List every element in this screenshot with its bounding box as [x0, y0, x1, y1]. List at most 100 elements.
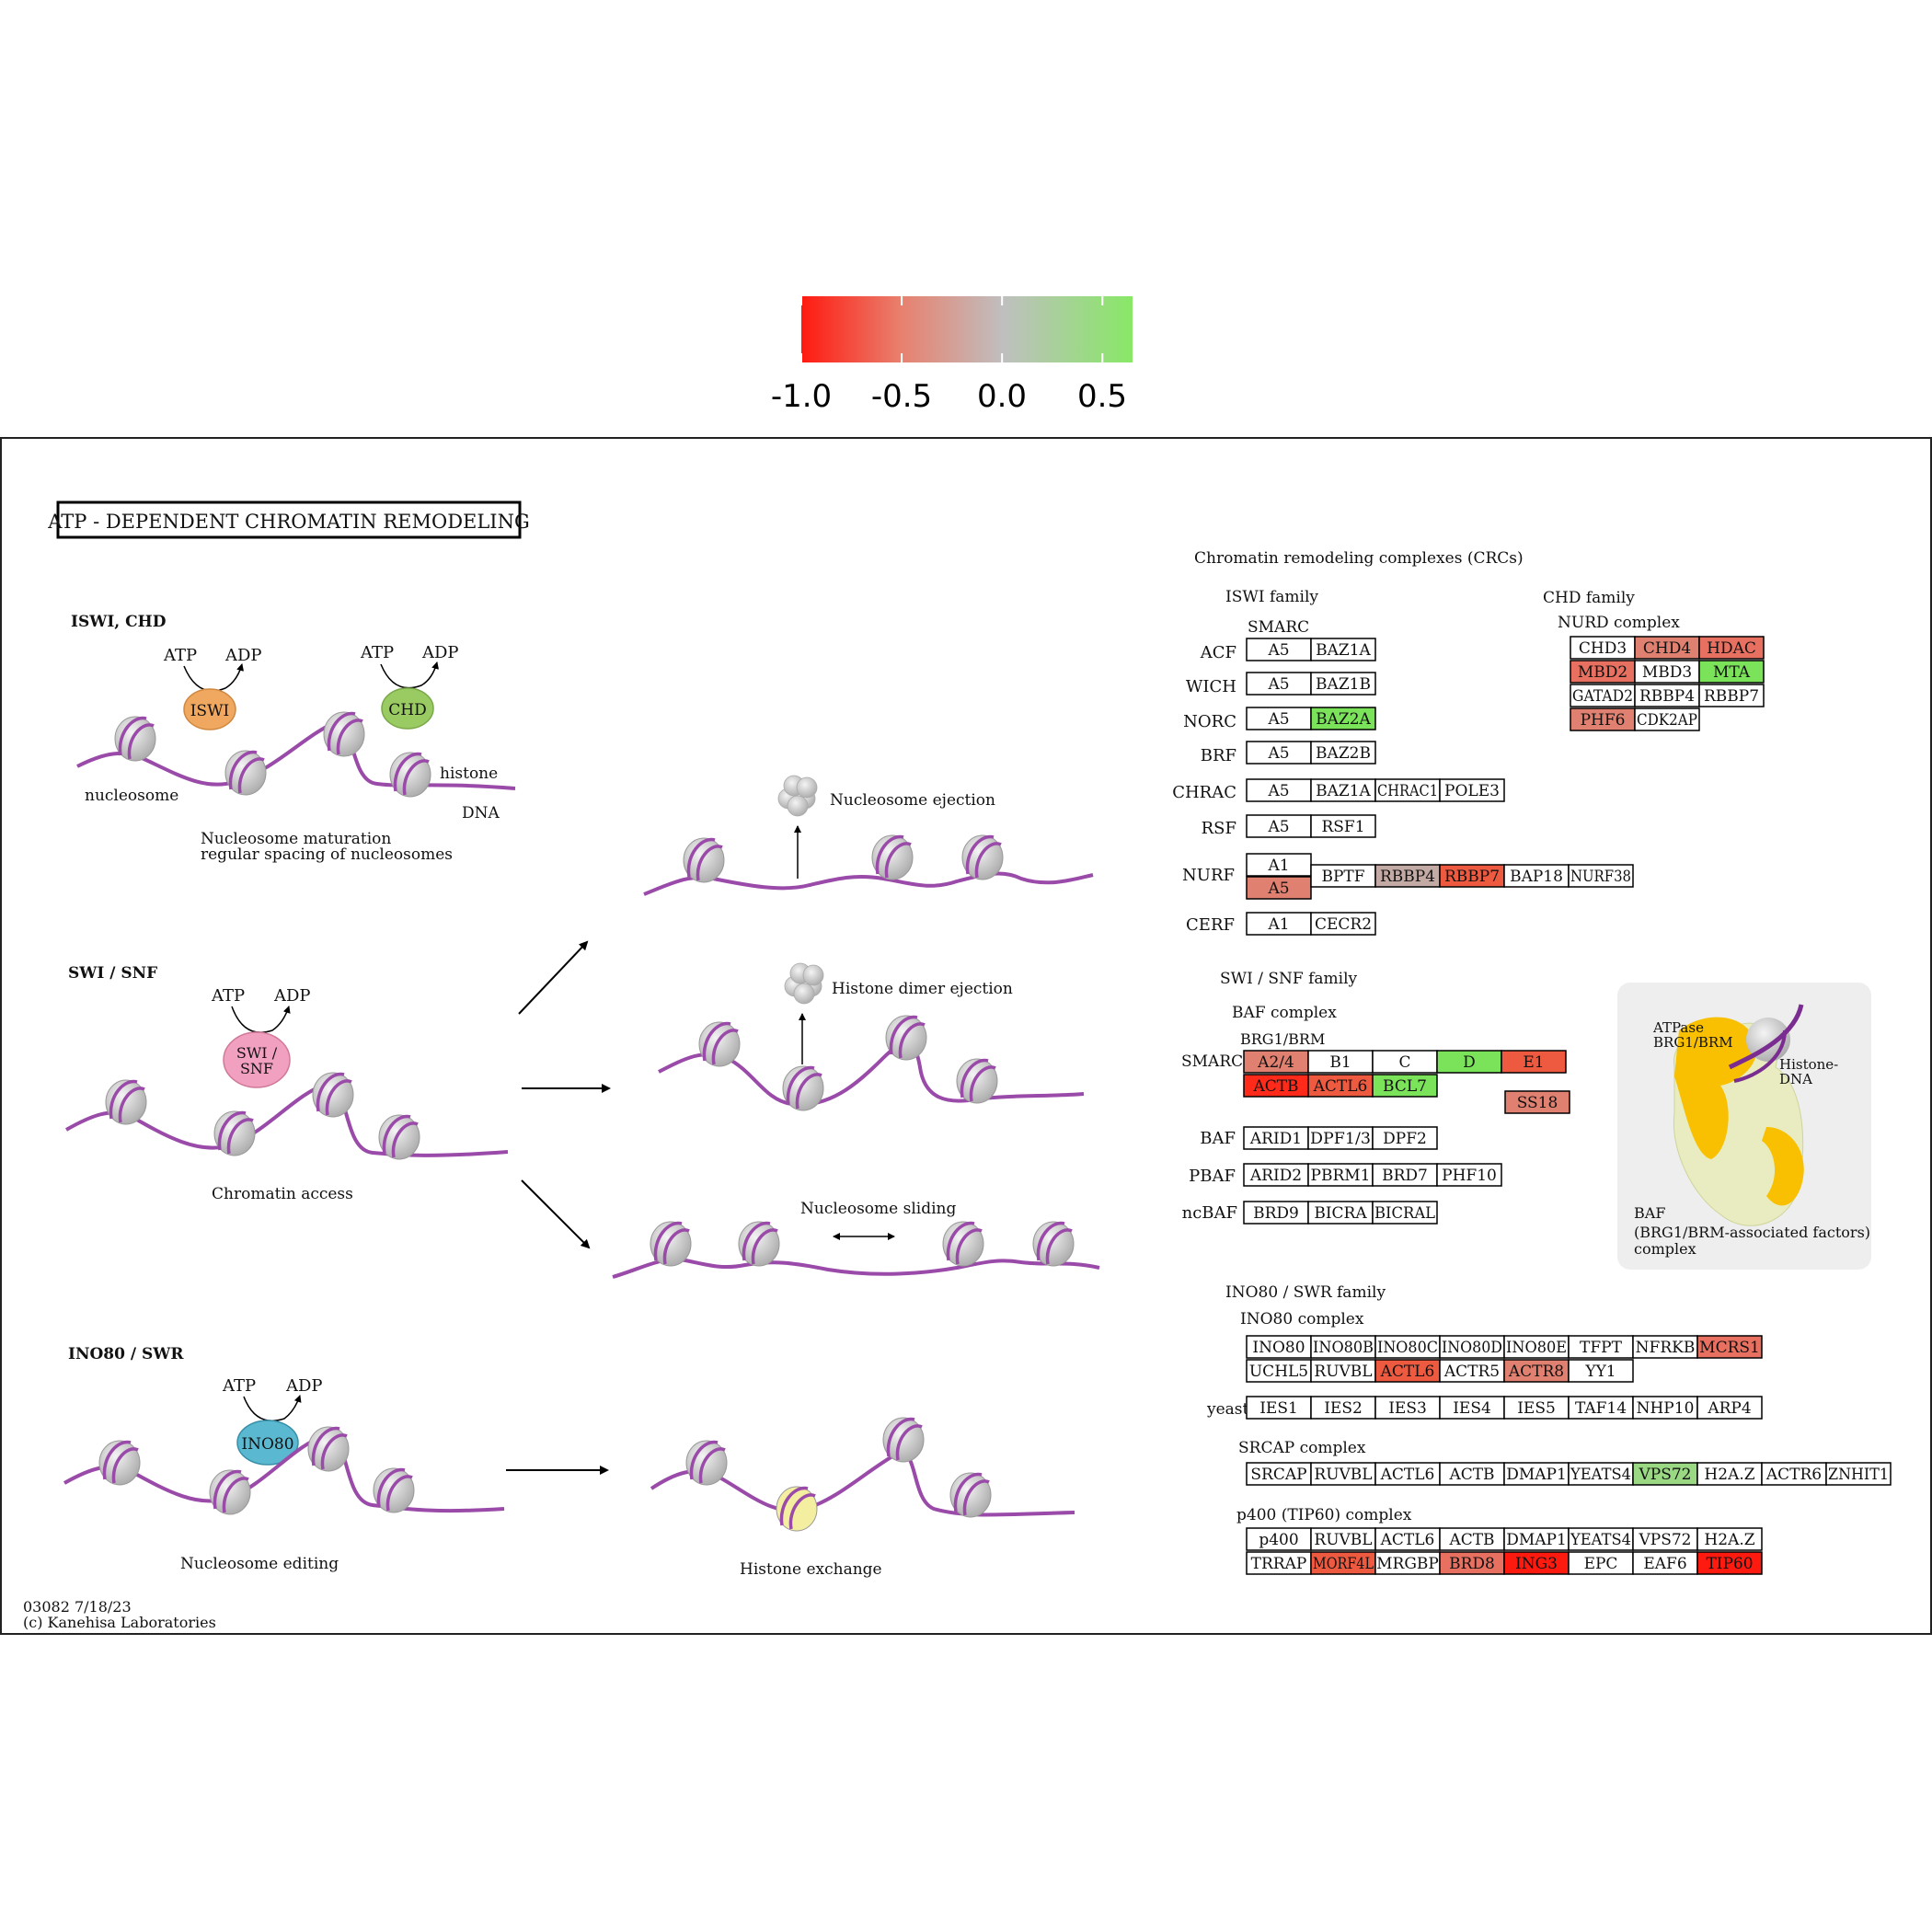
- gene-box[interactable]: ARP4: [1696, 1396, 1763, 1420]
- gene-box[interactable]: CHD3: [1570, 636, 1636, 660]
- gene-box[interactable]: BRD8: [1439, 1551, 1505, 1575]
- gene-box[interactable]: IES1: [1246, 1396, 1312, 1420]
- gene-box[interactable]: MTA: [1698, 660, 1765, 684]
- gene-box[interactable]: TRRAP: [1246, 1551, 1312, 1575]
- gene-box[interactable]: D: [1436, 1050, 1502, 1074]
- gene-box[interactable]: RSF1: [1310, 814, 1376, 838]
- gene-box[interactable]: SS18: [1504, 1090, 1570, 1114]
- gene-box[interactable]: A2/4: [1243, 1050, 1309, 1074]
- gene-box[interactable]: ACTB: [1439, 1462, 1505, 1486]
- gene-box[interactable]: BICRA: [1307, 1201, 1374, 1225]
- gene-box[interactable]: PHF10: [1436, 1163, 1502, 1187]
- gene-box[interactable]: RUVBL: [1310, 1359, 1376, 1383]
- gene-box[interactable]: E1: [1501, 1050, 1567, 1074]
- gene-box[interactable]: YEATS4: [1568, 1527, 1634, 1551]
- gene-box[interactable]: BAZ1A: [1310, 778, 1376, 802]
- gene-box[interactable]: HDAC: [1698, 636, 1765, 660]
- gene-box[interactable]: CECR2: [1310, 912, 1376, 936]
- gene-box[interactable]: POLE3: [1439, 778, 1505, 802]
- gene-box[interactable]: ACTL6: [1307, 1074, 1374, 1098]
- gene-box[interactable]: GATAD2: [1570, 684, 1636, 707]
- gene-box[interactable]: IES2: [1310, 1396, 1376, 1420]
- gene-box[interactable]: A5: [1246, 741, 1312, 765]
- gene-box[interactable]: A5: [1246, 672, 1312, 696]
- gene-box[interactable]: BAZ1A: [1310, 638, 1376, 661]
- gene-box[interactable]: IES5: [1503, 1396, 1570, 1420]
- gene-box[interactable]: NHP10: [1632, 1396, 1698, 1420]
- gene-box[interactable]: BAP18: [1503, 864, 1570, 888]
- gene-box[interactable]: TAF14: [1568, 1396, 1634, 1420]
- gene-box[interactable]: RBBP4: [1634, 684, 1700, 707]
- gene-box[interactable]: BPTF: [1310, 864, 1376, 888]
- gene-box[interactable]: B1: [1307, 1050, 1374, 1074]
- gene-box[interactable]: RBBP7: [1439, 864, 1505, 888]
- gene-box[interactable]: VPS72: [1632, 1527, 1698, 1551]
- gene-box[interactable]: EPC: [1568, 1551, 1634, 1575]
- gene-box[interactable]: A5: [1246, 638, 1312, 661]
- gene-box[interactable]: BAZ2B: [1310, 741, 1376, 765]
- gene-box[interactable]: DMAP1: [1503, 1527, 1570, 1551]
- gene-box[interactable]: INO80D: [1439, 1335, 1505, 1359]
- gene-box[interactable]: BICRAL: [1372, 1201, 1438, 1225]
- gene-box[interactable]: UCHL5: [1246, 1359, 1312, 1383]
- gene-box[interactable]: ZNHIT1: [1825, 1462, 1892, 1486]
- gene-box[interactable]: C: [1372, 1050, 1438, 1074]
- gene-box[interactable]: INO80E: [1503, 1335, 1570, 1359]
- gene-box[interactable]: A5: [1246, 876, 1312, 900]
- gene-box[interactable]: ACTL6: [1374, 1462, 1441, 1486]
- gene-box[interactable]: MORF4L: [1310, 1551, 1376, 1575]
- gene-box[interactable]: INO80B: [1310, 1335, 1376, 1359]
- gene-box[interactable]: RBBP4: [1374, 864, 1441, 888]
- gene-box[interactable]: ACTB: [1439, 1527, 1505, 1551]
- gene-box[interactable]: MBD2: [1570, 660, 1636, 684]
- gene-box[interactable]: BCL7: [1372, 1074, 1438, 1098]
- gene-box[interactable]: TFPT: [1568, 1335, 1634, 1359]
- gene-box[interactable]: ACTL6: [1374, 1527, 1441, 1551]
- gene-box[interactable]: RBBP7: [1698, 684, 1765, 707]
- gene-box[interactable]: A1: [1246, 912, 1312, 936]
- gene-box[interactable]: INO80: [1246, 1335, 1312, 1359]
- gene-box[interactable]: ACTL6: [1374, 1359, 1441, 1383]
- gene-box[interactable]: H2A.Z: [1696, 1527, 1763, 1551]
- gene-box[interactable]: ACTR5: [1439, 1359, 1505, 1383]
- gene-box[interactable]: RUVBL: [1310, 1462, 1376, 1486]
- gene-box[interactable]: A5: [1246, 814, 1312, 838]
- gene-box[interactable]: MCRS1: [1696, 1335, 1763, 1359]
- gene-box[interactable]: PHF6: [1570, 707, 1636, 731]
- gene-box[interactable]: YEATS4: [1568, 1462, 1634, 1486]
- gene-box[interactable]: ACTB: [1243, 1074, 1309, 1098]
- gene-box[interactable]: DPF1/3: [1307, 1126, 1374, 1150]
- gene-box[interactable]: INO80C: [1374, 1335, 1441, 1359]
- gene-box[interactable]: RUVBL: [1310, 1527, 1376, 1551]
- gene-box[interactable]: A5: [1246, 707, 1312, 730]
- gene-box[interactable]: DMAP1: [1503, 1462, 1570, 1486]
- gene-box[interactable]: BAZ2A: [1310, 707, 1376, 730]
- gene-box[interactable]: IES4: [1439, 1396, 1505, 1420]
- gene-box[interactable]: NFRKB: [1632, 1335, 1698, 1359]
- gene-box[interactable]: ACTR8: [1503, 1359, 1570, 1383]
- gene-box[interactable]: CHD4: [1634, 636, 1700, 660]
- gene-box[interactable]: p400: [1246, 1527, 1312, 1551]
- gene-box[interactable]: BRD9: [1243, 1201, 1309, 1225]
- gene-box[interactable]: VPS72: [1632, 1462, 1698, 1486]
- gene-box[interactable]: A1: [1246, 853, 1312, 877]
- gene-box[interactable]: DPF2: [1372, 1126, 1438, 1150]
- gene-box[interactable]: ACTR6: [1761, 1462, 1827, 1486]
- gene-box[interactable]: ARID1: [1243, 1126, 1309, 1150]
- gene-box[interactable]: MBD3: [1634, 660, 1700, 684]
- gene-box[interactable]: A5: [1246, 778, 1312, 802]
- gene-box[interactable]: EAF6: [1632, 1551, 1698, 1575]
- gene-box[interactable]: MRGBP: [1374, 1551, 1441, 1575]
- gene-box[interactable]: SRCAP: [1246, 1462, 1312, 1486]
- gene-box[interactable]: YY1: [1568, 1359, 1634, 1383]
- gene-box[interactable]: BAZ1B: [1310, 672, 1376, 696]
- gene-box[interactable]: TIP60: [1696, 1551, 1763, 1575]
- gene-box[interactable]: CHRAC1: [1374, 778, 1441, 802]
- gene-box[interactable]: H2A.Z: [1696, 1462, 1763, 1486]
- gene-box[interactable]: BRD7: [1372, 1163, 1438, 1187]
- gene-box[interactable]: CDK2AP: [1634, 707, 1700, 731]
- gene-box[interactable]: IES3: [1374, 1396, 1441, 1420]
- gene-box[interactable]: ARID2: [1243, 1163, 1309, 1187]
- gene-box[interactable]: NURF38: [1568, 864, 1634, 888]
- gene-box[interactable]: PBRM1: [1307, 1163, 1374, 1187]
